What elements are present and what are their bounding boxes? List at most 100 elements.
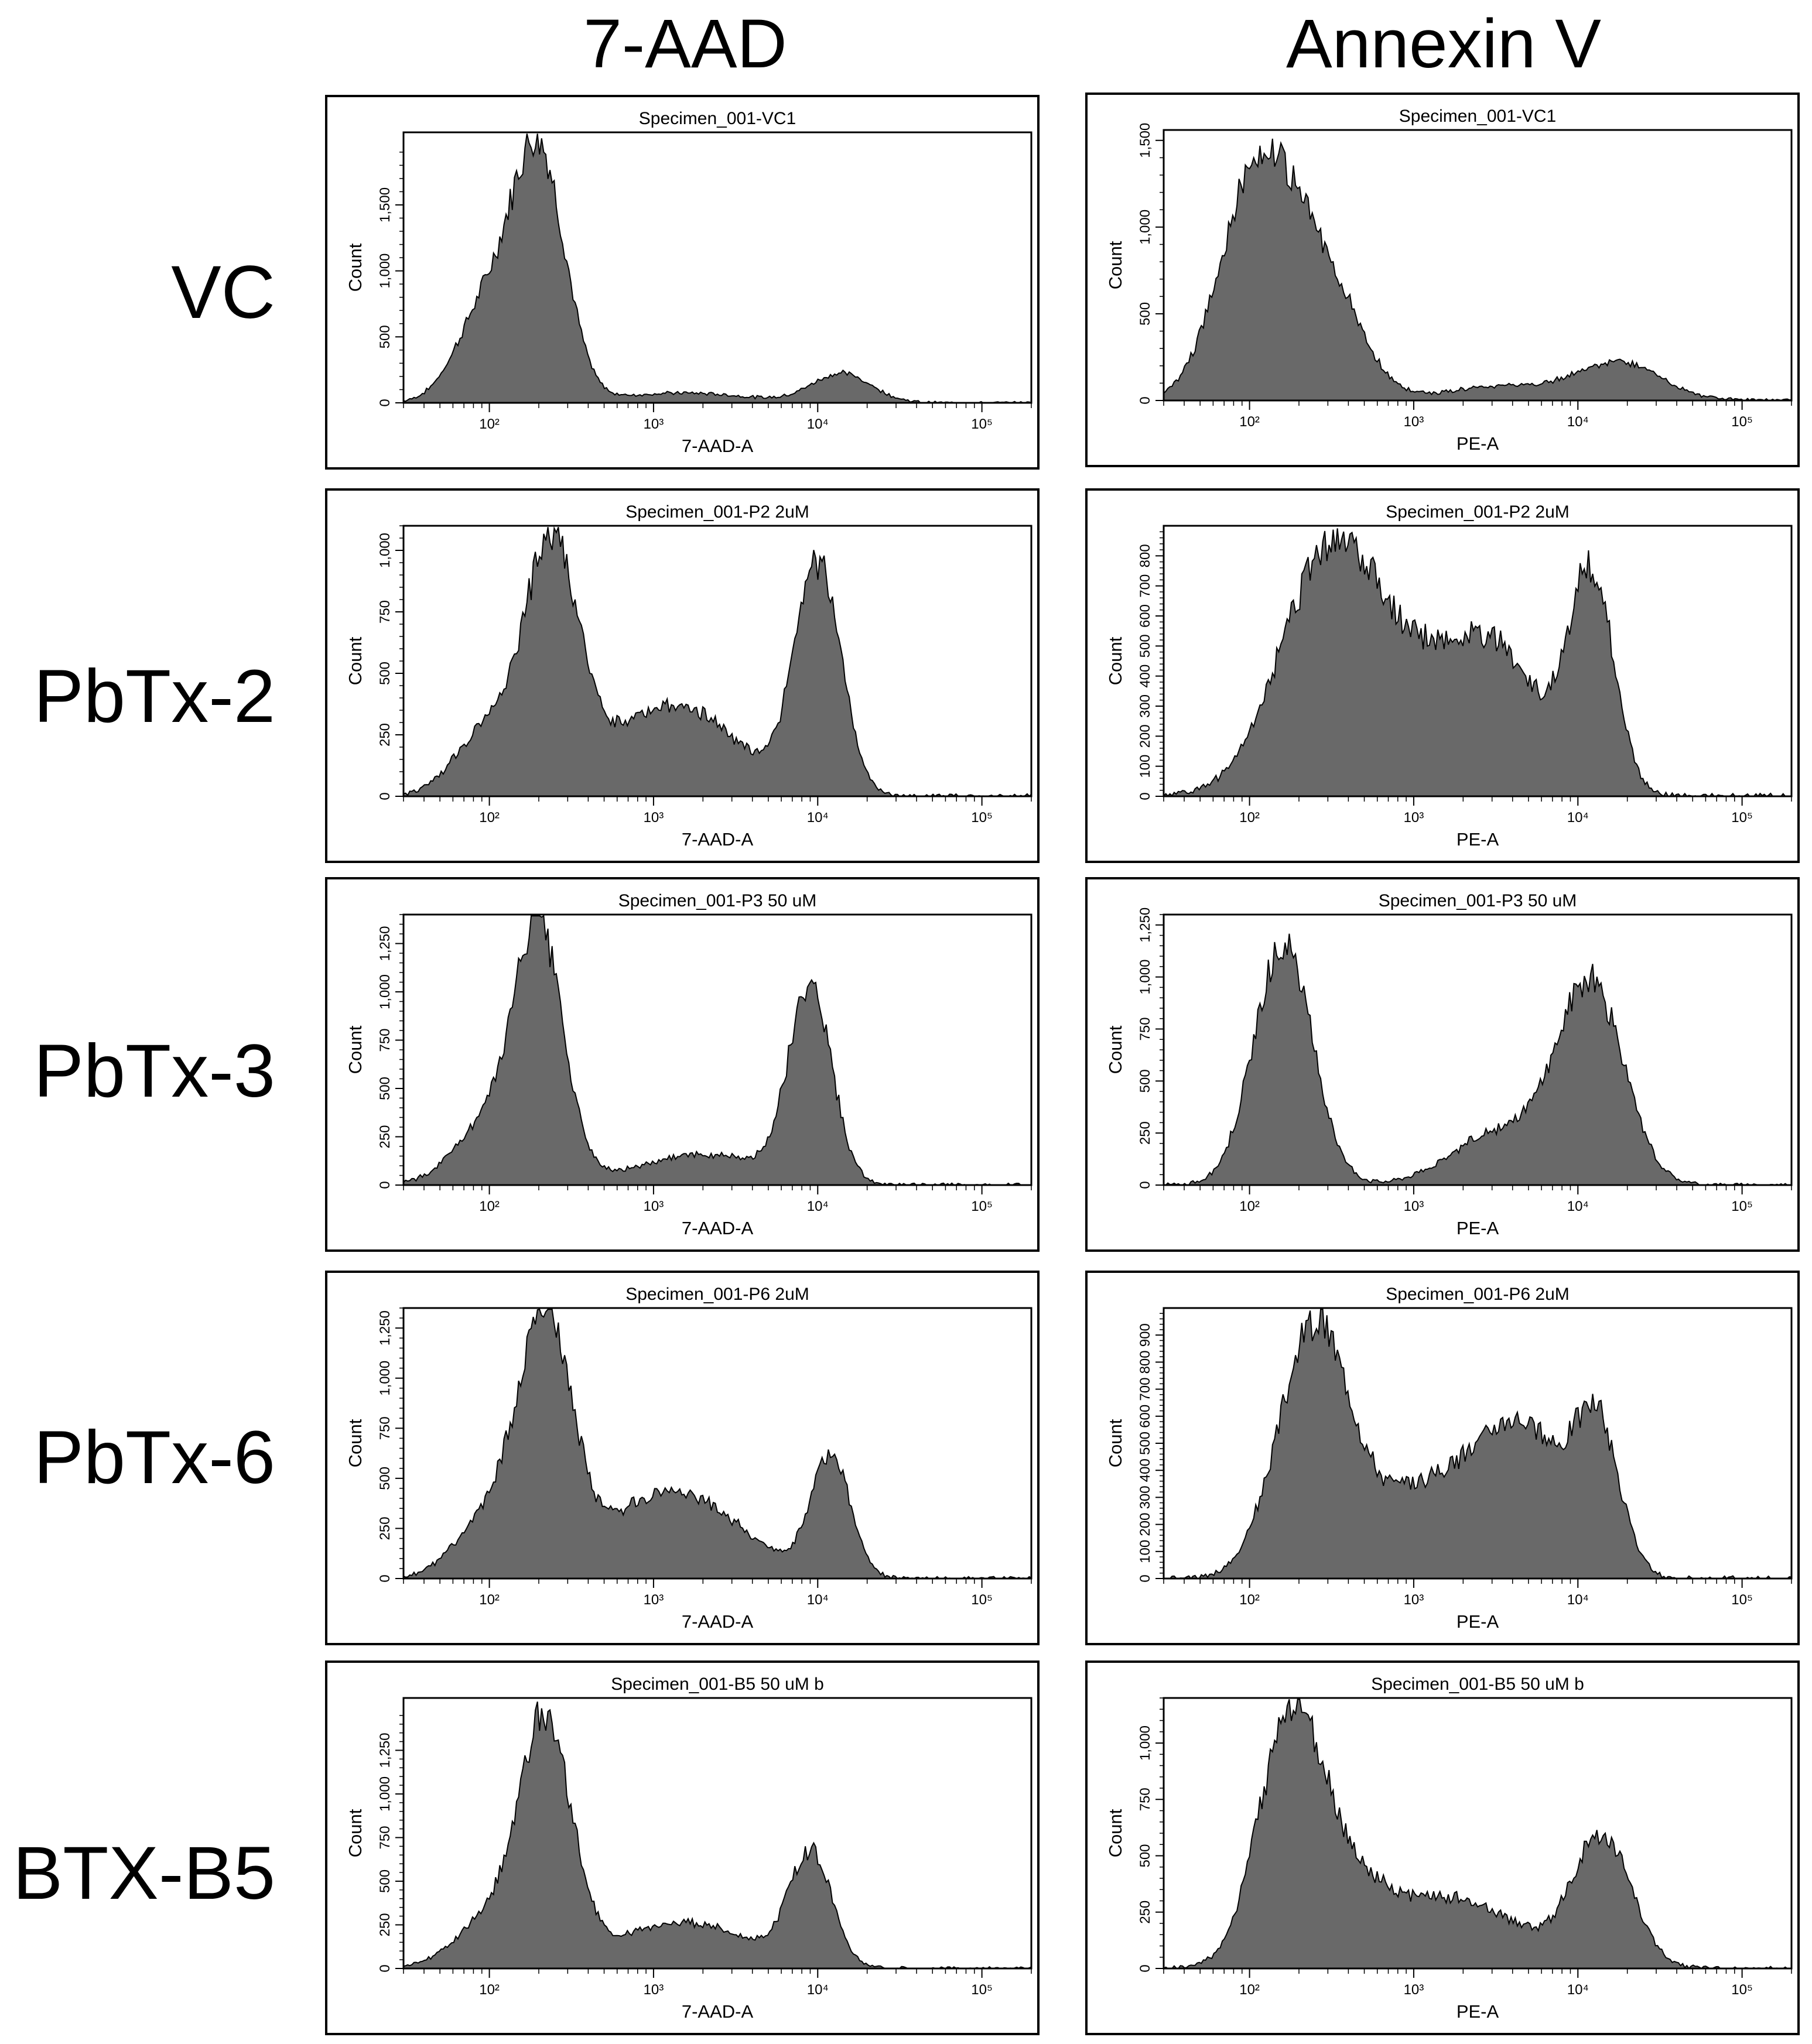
y-tick-label: 500 <box>1137 1432 1153 1455</box>
y-tick-label: 1,000 <box>377 533 393 568</box>
x-axis-label: 7-AAD-A <box>682 2001 754 2022</box>
x-tick-label: 10⁵ <box>1731 1199 1753 1214</box>
plot-frame <box>402 1697 1033 1970</box>
y-axis-label: Count <box>1105 1809 1126 1857</box>
column-header-annexin-v: Annexin V <box>1286 5 1601 83</box>
x-tick-label: 10⁵ <box>1731 414 1753 430</box>
histogram-area <box>1164 933 1792 1186</box>
x-tick-label: 10³ <box>644 1199 664 1214</box>
y-tick-label: 0 <box>377 1181 393 1189</box>
chart-title: Specimen_001-P3 50 uM <box>1379 891 1577 910</box>
x-tick-label: 10⁵ <box>971 416 993 432</box>
y-tick-label: 0 <box>1137 1964 1153 1972</box>
x-tick-label: 10⁵ <box>1731 810 1753 826</box>
x-tick-label: 10³ <box>1404 414 1424 430</box>
y-axis-label: Count <box>345 1025 365 1074</box>
histogram-pbtx2-annexin: Specimen_001-P2 2uM 0 100 200 300 400 500 600 70… <box>1085 488 1800 863</box>
x-tick-label: 10⁵ <box>1731 1982 1753 1998</box>
y-tick-label: 300 <box>1137 694 1153 718</box>
histogram-vc-7aad: Specimen_001-VC1 0 500 1,000 1,500 10² 10³ 10⁴ 1… <box>325 95 1040 470</box>
chart-title: Specimen_001-P2 2uM <box>625 502 809 522</box>
x-tick-label: 10³ <box>644 1592 664 1608</box>
y-tick-label: 1,500 <box>1137 123 1153 158</box>
y-tick-label: 0 <box>377 399 393 406</box>
row-label-pbtx-6: PbTx-6 <box>33 1416 275 1499</box>
y-tick-label: 250 <box>1137 1901 1153 1924</box>
histogram-pbtx2-7aad: Specimen_001-P2 2uM 0 250 500 750 1,000 10² 10³… <box>325 488 1040 863</box>
x-tick-label: 10³ <box>1404 1199 1424 1214</box>
y-axis-label: Count <box>345 636 365 685</box>
y-tick-label: 400 <box>1137 1458 1153 1482</box>
y-tick-label: 0 <box>1137 396 1153 404</box>
x-tick-label: 10² <box>1239 1982 1260 1998</box>
histogram-svg: Specimen_001-P2 2uM 0 250 500 750 1,000 10² 10³… <box>345 502 1033 850</box>
histogram-btxb5-7aad: Specimen_001-B5 50 uM b 0 250 500 750 1,000 1,… <box>325 1660 1040 2035</box>
histogram-svg: Specimen_001-P6 2uM 0 100 200 300 400 500 600 70… <box>1105 1285 1793 1632</box>
x-tick-label: 10² <box>479 1199 500 1214</box>
y-axis-label: Count <box>1105 241 1126 289</box>
y-tick-label: 600 <box>1137 604 1153 628</box>
chart-title: Specimen_001-B5 50 uM b <box>1371 1675 1584 1694</box>
y-tick-label: 600 <box>1137 1405 1153 1428</box>
y-tick-label: 750 <box>377 1826 393 1849</box>
x-tick-label: 10² <box>479 1592 500 1608</box>
y-tick-label: 750 <box>1137 1788 1153 1811</box>
x-axis-label: PE-A <box>1457 829 1499 850</box>
histogram-area <box>403 1701 1032 1970</box>
x-tick-label: 10⁴ <box>807 1982 829 1998</box>
histogram-area <box>403 526 1032 797</box>
y-axis-label: Count <box>1105 1025 1126 1074</box>
chart-title: Specimen_001-P6 2uM <box>1386 1285 1570 1304</box>
y-tick-label: 250 <box>377 1125 393 1148</box>
y-axis-label: Count <box>1105 636 1126 685</box>
x-tick-label: 10³ <box>1404 1982 1424 1998</box>
plot-frame <box>402 131 1033 404</box>
y-tick-label: 100 <box>1137 1540 1153 1563</box>
x-axis-label: 7-AAD-A <box>682 829 754 850</box>
y-tick-label: 0 <box>1137 792 1153 800</box>
x-tick-label: 10³ <box>1404 1592 1424 1608</box>
chart-title: Specimen_001-VC1 <box>639 109 796 128</box>
histogram-area <box>1163 138 1792 402</box>
histogram-area <box>1161 1699 1792 1970</box>
y-tick-label: 250 <box>377 1516 393 1540</box>
y-tick-label: 0 <box>1137 1181 1153 1189</box>
x-tick-label: 10⁴ <box>1567 1982 1589 1998</box>
y-tick-label: 1,000 <box>1137 1725 1153 1761</box>
x-tick-label: 10² <box>1239 810 1260 826</box>
x-tick-label: 10² <box>479 416 500 432</box>
y-tick-label: 400 <box>1137 665 1153 688</box>
histogram-pbtx6-annexin: Specimen_001-P6 2uM 0 100 200 300 400 500 600 70… <box>1085 1271 1800 1645</box>
row-label-vc: VC <box>171 251 275 334</box>
x-axis-label: 7-AAD-A <box>682 1611 754 1632</box>
y-tick-label: 1,250 <box>1137 908 1153 943</box>
y-tick-label: 750 <box>377 1028 393 1052</box>
y-tick-label: 800 <box>1137 544 1153 567</box>
x-tick-label: 10² <box>479 1982 500 1998</box>
y-tick-label: 750 <box>377 600 393 624</box>
y-tick-label: 500 <box>377 1870 393 1893</box>
histogram-svg: Specimen_001-VC1 0 500 1,000 1,500 10² 10³ 10⁴ 1… <box>345 109 1033 456</box>
y-tick-label: 1,000 <box>377 974 393 1009</box>
row-label-pbtx-2: PbTx-2 <box>33 655 275 738</box>
y-tick-label: 500 <box>1137 634 1153 658</box>
y-tick-label: 1,000 <box>1137 210 1153 245</box>
y-tick-label: 500 <box>377 1467 393 1490</box>
x-tick-label: 10⁵ <box>971 1199 993 1214</box>
y-tick-label: 0 <box>377 1574 393 1582</box>
y-tick-label: 1,000 <box>377 1361 393 1396</box>
y-tick-label: 300 <box>1137 1485 1153 1509</box>
y-tick-label: 500 <box>377 662 393 685</box>
y-axis-label: Count <box>345 243 365 292</box>
x-axis-label: PE-A <box>1457 1611 1499 1632</box>
histogram-svg: Specimen_001-P2 2uM 0 100 200 300 400 500 600 70… <box>1105 502 1793 850</box>
x-tick-label: 10⁵ <box>971 1982 993 1998</box>
x-tick-label: 10⁴ <box>1567 1199 1589 1214</box>
y-tick-label: 750 <box>377 1416 393 1440</box>
y-tick-label: 200 <box>1137 724 1153 748</box>
histogram-area <box>403 1309 1032 1580</box>
x-axis-label: 7-AAD-A <box>682 436 754 456</box>
y-axis-label: Count <box>345 1809 365 1857</box>
x-tick-label: 10² <box>1239 1199 1260 1214</box>
y-tick-label: 1,000 <box>1137 960 1153 995</box>
